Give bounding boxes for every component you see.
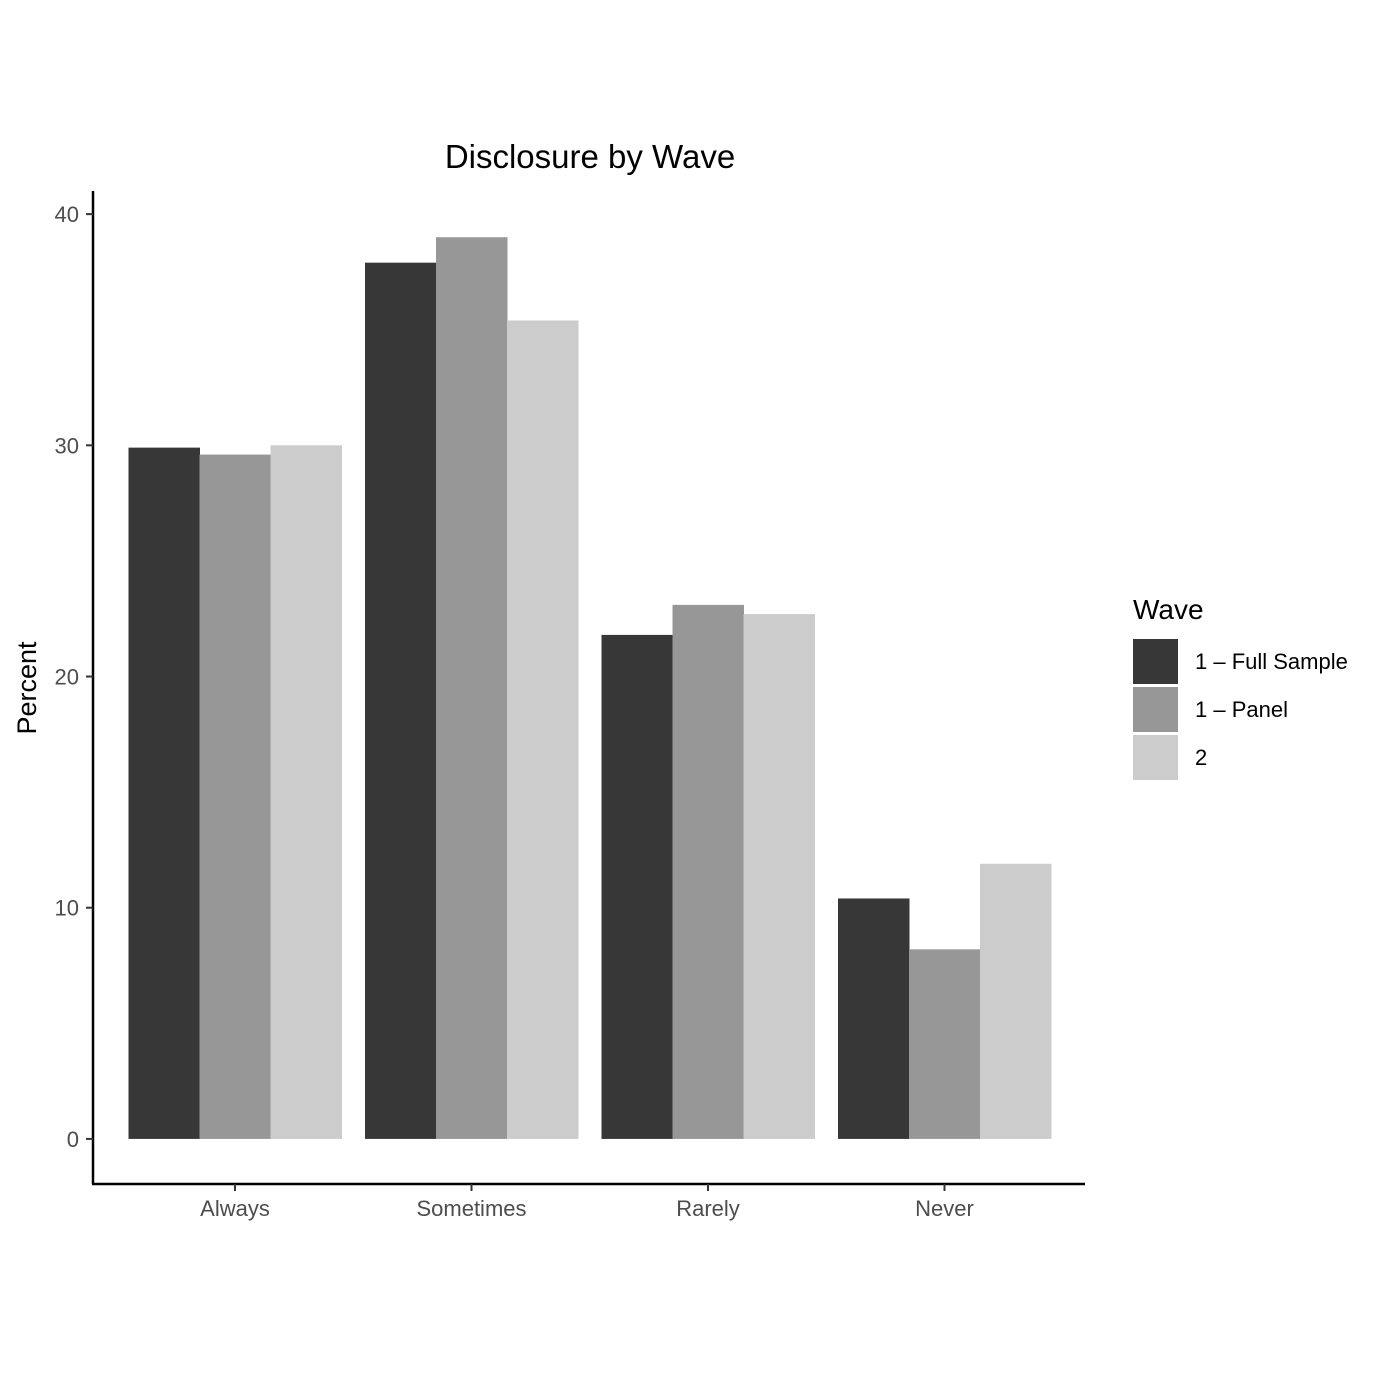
bar-never-series-1: [838, 898, 910, 1139]
y-tick-label-30: 30: [55, 433, 79, 458]
bar-rarely-series-1: [601, 634, 673, 1139]
legend-key-1: [1133, 639, 1178, 684]
y-axis-title: Percent: [12, 641, 42, 735]
bars-layer: [128, 237, 1052, 1139]
legend-items: 1 – Full Sample 1 – Panel 2: [1133, 639, 1348, 780]
bar-rarely-series-3: [743, 614, 815, 1139]
bar-sometimes-series-1: [365, 262, 437, 1139]
y-tick-label-40: 40: [55, 202, 79, 227]
y-tick-label-20: 20: [55, 665, 79, 690]
x-tick-label-never: Never: [915, 1196, 974, 1221]
bar-always-series-3: [270, 445, 342, 1139]
bar-rarely-series-2: [672, 604, 744, 1139]
legend-label-2: 1 – Panel: [1195, 697, 1288, 722]
legend-key-2: [1133, 687, 1178, 732]
bar-always-series-2: [199, 454, 271, 1139]
legend-key-3: [1133, 735, 1178, 780]
x-tick-label-rarely: Rarely: [676, 1196, 740, 1221]
bar-sometimes-series-2: [436, 237, 508, 1139]
chart-title: Disclosure by Wave: [445, 138, 735, 175]
axes-layer: 0 10 20 30 40 Always Sometimes Rarely Never: [55, 191, 1085, 1221]
bar-never-series-2: [909, 949, 981, 1139]
bar-never-series-3: [980, 863, 1052, 1139]
y-tick-label-0: 0: [67, 1127, 79, 1152]
legend: Wave 1 – Full Sample 1 – Panel 2: [1133, 594, 1348, 780]
legend-label-1: 1 – Full Sample: [1195, 649, 1348, 674]
x-tick-label-always: Always: [200, 1196, 270, 1221]
legend-label-3: 2: [1195, 745, 1207, 770]
legend-title: Wave: [1133, 594, 1204, 625]
y-tick-label-10: 10: [55, 896, 79, 921]
bar-sometimes-series-3: [507, 320, 579, 1139]
bar-always-series-1: [128, 447, 200, 1139]
x-tick-label-sometimes: Sometimes: [416, 1196, 526, 1221]
